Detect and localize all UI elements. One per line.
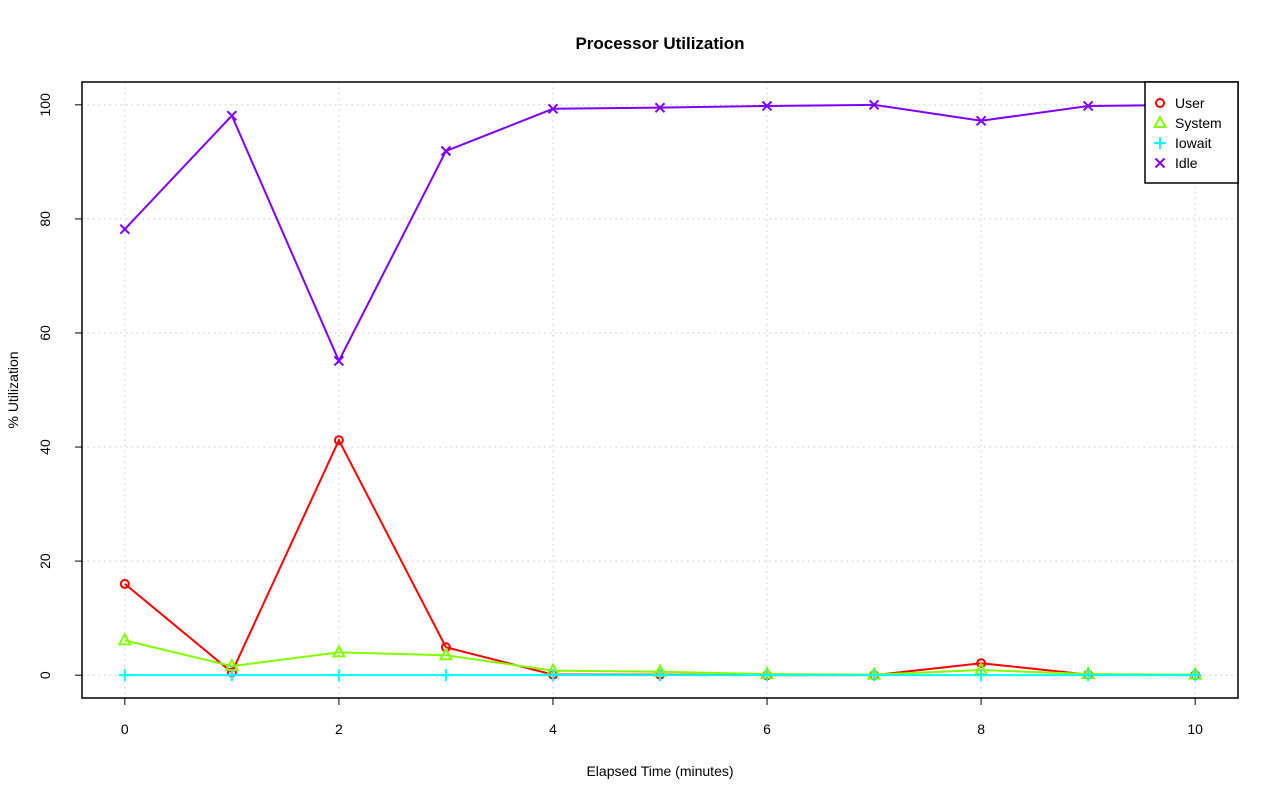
data-point-idle bbox=[226, 110, 238, 121]
data-point-iowait bbox=[118, 669, 131, 682]
legend-marker-triangle-icon bbox=[1152, 114, 1168, 128]
legend-item-iowait: Iowait bbox=[1154, 135, 1212, 151]
legend-item-user: User bbox=[1155, 95, 1205, 111]
series-line-idle bbox=[124, 103, 1196, 364]
y-tick-label: 80 bbox=[37, 211, 53, 227]
x-tick-label: 4 bbox=[549, 721, 557, 737]
data-point-idle bbox=[1082, 100, 1094, 112]
data-point-iowait bbox=[546, 669, 559, 682]
series-user bbox=[119, 435, 1201, 681]
data-point-iowait bbox=[975, 669, 988, 682]
data-point-user bbox=[333, 435, 344, 446]
y-axis-label: % Utilization bbox=[5, 351, 21, 428]
data-point-system bbox=[331, 644, 347, 658]
data-point-user bbox=[976, 658, 987, 669]
data-point-idle bbox=[119, 223, 131, 235]
x-axis-label: Elapsed Time (minutes) bbox=[586, 763, 733, 779]
data-point-system bbox=[438, 647, 454, 661]
data-point-idle bbox=[654, 102, 666, 113]
data-point-iowait bbox=[225, 669, 238, 682]
y-tick-label: 0 bbox=[37, 671, 53, 679]
legend-marker-plus-icon bbox=[1154, 137, 1166, 149]
data-point-iowait bbox=[1082, 669, 1095, 682]
legend-label: User bbox=[1175, 95, 1205, 111]
x-tick-label: 6 bbox=[763, 721, 771, 737]
legend: User System Iowait Idle bbox=[1144, 81, 1239, 184]
plot-frame bbox=[81, 81, 1239, 699]
data-point-idle bbox=[868, 99, 880, 111]
legend-label: Iowait bbox=[1175, 135, 1212, 151]
data-point-idle bbox=[333, 355, 345, 367]
y-tick-label: 100 bbox=[37, 93, 53, 117]
series-iowait bbox=[118, 669, 1202, 682]
y-tick-label: 20 bbox=[37, 553, 53, 569]
legend-marker-circle-icon bbox=[1155, 98, 1165, 108]
legend-item-idle: Idle bbox=[1154, 155, 1198, 171]
data-point-iowait bbox=[439, 669, 452, 682]
legend-item-system: System bbox=[1152, 114, 1222, 131]
data-point-iowait bbox=[761, 669, 774, 682]
legend-marker-cross-icon bbox=[1154, 157, 1166, 169]
data-point-iowait bbox=[1189, 669, 1202, 682]
chart-title: Processor Utilization bbox=[575, 34, 744, 53]
series-idle bbox=[119, 99, 1201, 367]
series-line-user bbox=[124, 437, 1196, 677]
data-point-idle bbox=[440, 145, 452, 157]
x-tick-label: 2 bbox=[335, 721, 343, 737]
data-point-user bbox=[119, 578, 130, 589]
y-tick-label: 40 bbox=[37, 439, 53, 455]
legend-label: System bbox=[1175, 115, 1222, 131]
data-point-system bbox=[117, 632, 133, 646]
legend-label: Idle bbox=[1175, 155, 1198, 171]
data-point-idle bbox=[975, 115, 987, 126]
x-tick-label: 10 bbox=[1187, 721, 1203, 737]
data-point-iowait bbox=[654, 669, 666, 682]
data-point-iowait bbox=[868, 669, 881, 682]
data-point-idle bbox=[547, 103, 559, 115]
x-tick-label: 0 bbox=[121, 721, 129, 737]
data-point-idle bbox=[761, 100, 773, 112]
data-point-iowait bbox=[332, 669, 345, 682]
y-tick-label: 60 bbox=[37, 325, 53, 341]
x-tick-label: 8 bbox=[977, 721, 985, 737]
